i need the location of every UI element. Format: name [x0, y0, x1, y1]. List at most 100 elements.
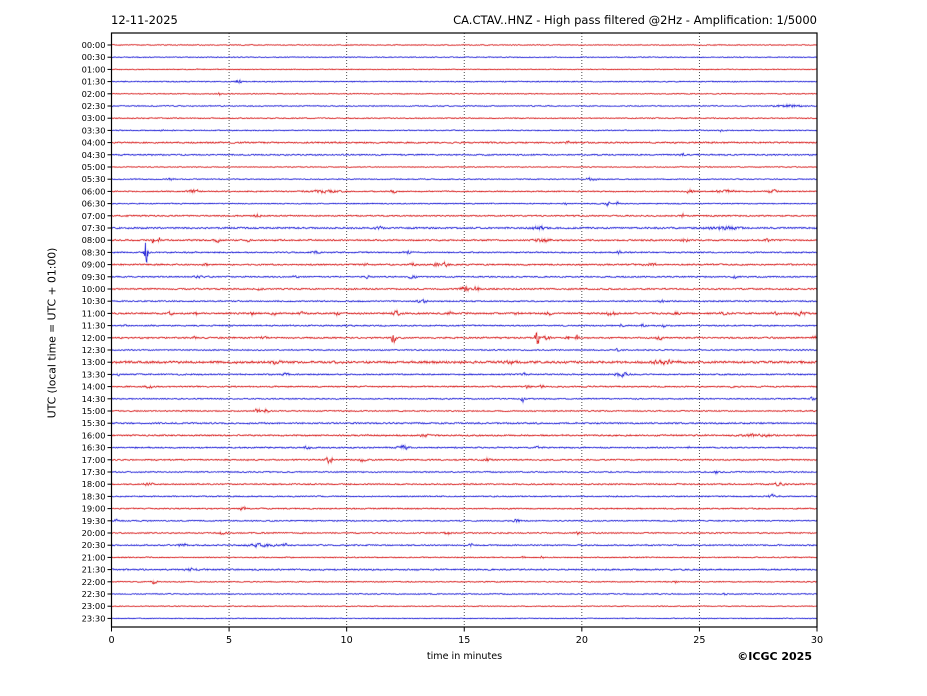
trace-row-02:00	[111, 91, 818, 98]
trace-row-14:30	[110, 395, 818, 406]
y-tick-label: 09:30	[82, 272, 106, 282]
y-tick-label: 13:30	[82, 369, 106, 379]
trace-row-00:00	[111, 43, 818, 47]
y-tick-label: 02:00	[82, 89, 106, 99]
trace-row-08:00	[110, 235, 818, 245]
y-tick-label: 02:30	[82, 101, 106, 111]
y-tick-label: 10:30	[82, 296, 106, 306]
trace-row-21:00	[111, 554, 817, 560]
trace-row-23:30	[111, 616, 818, 621]
y-tick-label: 19:30	[82, 516, 106, 526]
y-tick-label: 09:00	[82, 260, 106, 270]
y-tick-label: 12:30	[82, 345, 106, 355]
trace-row-11:00	[110, 307, 818, 319]
y-tick-label: 11:30	[82, 321, 106, 331]
copyright-label: ©ICGC 2025	[737, 650, 812, 663]
trace-row-18:30	[111, 492, 818, 499]
trace-row-06:30	[111, 199, 817, 209]
trace-row-17:30	[111, 468, 817, 476]
trace-row-16:00	[111, 431, 818, 440]
x-tick-label: 0	[108, 635, 114, 646]
x-tick-label: 20	[576, 635, 588, 646]
trace-row-03:00	[111, 116, 818, 121]
trace-row-05:00	[111, 165, 818, 169]
y-tick-label: 18:30	[82, 491, 106, 501]
trace-row-18:00	[111, 480, 818, 488]
y-tick-label: 00:30	[82, 52, 106, 62]
y-tick-label: 01:00	[82, 64, 106, 74]
x-tick-label: 5	[226, 635, 232, 646]
trace-row-22:30	[111, 591, 818, 597]
y-tick-label: 01:30	[82, 77, 106, 87]
y-tick-label: 23:30	[82, 613, 106, 623]
trace-row-15:30	[110, 420, 818, 426]
trace-row-11:30	[111, 321, 818, 330]
y-tick-label: 14:00	[82, 382, 106, 392]
trace-row-09:30	[111, 273, 818, 281]
y-tick-label: 05:00	[82, 162, 106, 172]
trace-row-21:30	[110, 566, 818, 574]
y-tick-label: 04:30	[82, 150, 106, 160]
trace-row-10:00	[111, 283, 818, 294]
y-tick-label: 08:00	[82, 235, 106, 245]
y-tick-label: 15:00	[82, 406, 106, 416]
trace-row-12:30	[111, 347, 818, 353]
y-tick-label: 20:30	[82, 540, 106, 550]
trace-row-10:30	[111, 297, 818, 305]
y-tick-label: 07:00	[82, 211, 106, 221]
y-tick-label: 10:00	[82, 284, 106, 294]
trace-row-07:30	[111, 222, 818, 233]
y-tick-label: 03:00	[82, 113, 106, 123]
y-tick-label: 21:30	[82, 565, 106, 575]
y-tick-label: 17:30	[82, 467, 106, 477]
trace-row-01:30	[110, 77, 818, 86]
y-tick-label: 03:30	[82, 125, 106, 135]
trace-row-19:30	[111, 517, 818, 525]
trace-row-16:30	[111, 442, 818, 452]
y-tick-label: 08:30	[82, 247, 106, 257]
y-tick-label: 00:00	[82, 40, 106, 50]
y-tick-label: 05:30	[82, 174, 106, 184]
y-tick-label: 13:00	[82, 357, 106, 367]
trace-row-19:00	[111, 504, 818, 513]
trace-row-04:30	[111, 151, 818, 159]
y-tick-label: 15:30	[82, 418, 106, 428]
y-tick-label: 06:00	[82, 186, 106, 196]
y-tick-label: 17:00	[82, 455, 106, 465]
trace-row-00:30	[111, 55, 818, 59]
trace-row-15:00	[111, 406, 818, 415]
y-tick-label: 16:00	[82, 430, 106, 440]
trace-row-09:00	[110, 259, 818, 269]
trace-row-13:30	[111, 370, 818, 380]
x-axis-label: time in minutes	[426, 651, 503, 662]
y-tick-label: 23:00	[82, 601, 106, 611]
x-tick-label: 25	[693, 635, 705, 646]
trace-row-12:00	[111, 330, 818, 346]
y-tick-label: 07:30	[82, 223, 106, 233]
y-tick-label: 22:00	[82, 577, 106, 587]
trace-row-03:30	[111, 128, 818, 134]
trace-row-06:00	[110, 186, 818, 196]
y-tick-label: 12:00	[82, 333, 106, 343]
y-tick-label: 20:00	[82, 528, 106, 538]
trace-row-17:00	[111, 454, 818, 467]
y-tick-label: 16:30	[82, 443, 106, 453]
plot-date-title: 12-11-2025	[111, 13, 178, 27]
y-tick-label: 06:30	[82, 199, 106, 209]
y-tick-label: 19:00	[82, 504, 106, 514]
plot-station-title: CA.CTAV..HNZ - High pass filtered @2Hz -…	[453, 13, 817, 27]
trace-row-02:30	[110, 102, 818, 110]
trace-row-20:30	[110, 541, 818, 550]
y-tick-label: 11:00	[82, 308, 106, 318]
x-tick-label: 30	[811, 635, 823, 646]
y-tick-label: 22:30	[82, 589, 106, 599]
trace-row-14:00	[110, 382, 818, 391]
trace-row-05:30	[110, 174, 818, 183]
trace-row-04:00	[110, 140, 818, 146]
trace-row-07:00	[110, 210, 818, 220]
y-tick-label: 04:00	[82, 138, 106, 148]
y-tick-label: 18:00	[82, 479, 106, 489]
trace-row-08:30	[110, 242, 818, 265]
